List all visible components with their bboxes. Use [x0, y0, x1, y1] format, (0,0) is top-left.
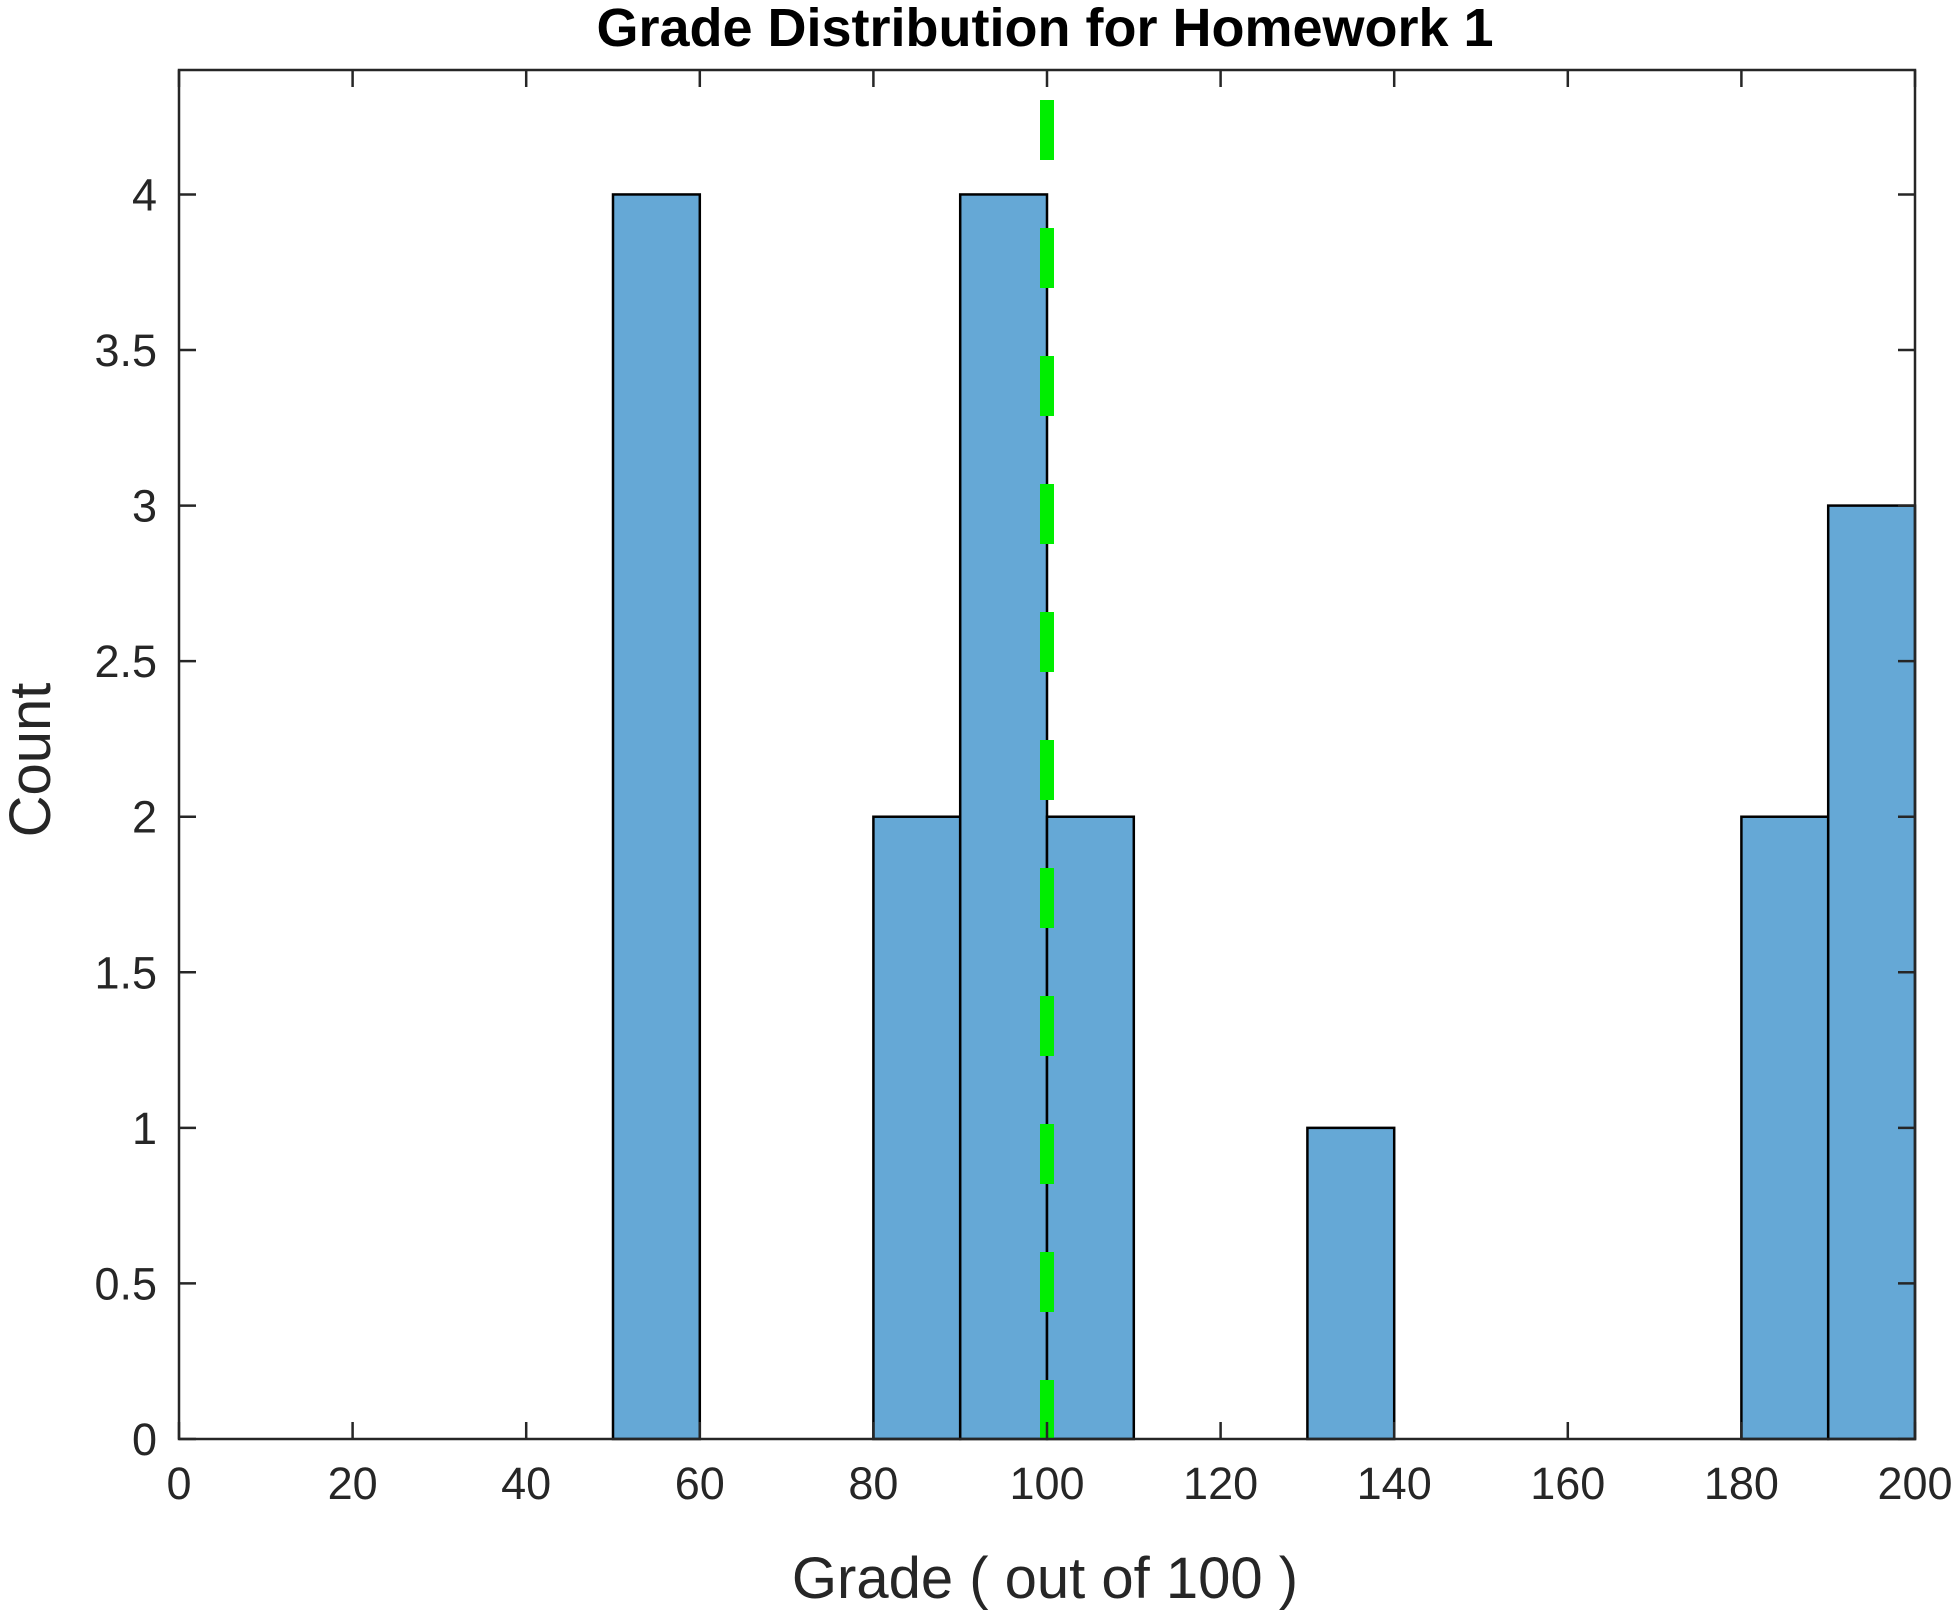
histogram-bar: [1045, 815, 1136, 1441]
bars-layer: [611, 193, 1917, 1441]
x-tick-label: 20: [328, 1458, 378, 1509]
x-axis-label: Grade ( out of 100 ): [792, 1546, 1298, 1611]
chart-title: Grade Distribution for Homework 1: [596, 0, 1493, 58]
y-tick-label: 0.5: [94, 1258, 157, 1309]
x-tick-label: 60: [675, 1458, 725, 1509]
y-tick-label: 3: [132, 481, 157, 532]
x-tick-label: 180: [1704, 1458, 1779, 1509]
histogram-bar: [958, 193, 1049, 1441]
x-tick-label: 40: [501, 1458, 551, 1509]
x-tick-label: 160: [1530, 1458, 1605, 1509]
y-tick-label: 2: [132, 792, 157, 843]
histogram-bar: [1740, 815, 1830, 1441]
x-tick-label: 120: [1183, 1458, 1258, 1509]
x-tick-label: 140: [1357, 1458, 1432, 1509]
ticks-layer: 0 20 40 60 80 100 120 140 160 180 200 0 0.5 1 1.5 2 2.5 3…: [94, 70, 1953, 1509]
x-tick-label: 0: [166, 1458, 191, 1509]
y-tick-label: 0: [132, 1414, 157, 1465]
x-tick-label: 100: [1009, 1458, 1084, 1509]
histogram-bar: [872, 815, 962, 1441]
histogram-bar: [1306, 1126, 1396, 1441]
y-tick-label: 3.5: [94, 325, 157, 376]
y-axis-label: Count: [0, 683, 63, 838]
y-tick-label: 1.5: [94, 947, 157, 998]
x-tick-label: 80: [848, 1458, 898, 1509]
histogram-bar: [611, 193, 702, 1441]
y-tick-label: 1: [132, 1103, 157, 1154]
x-tick-label: 200: [1877, 1458, 1952, 1509]
y-tick-label: 2.5: [94, 636, 157, 687]
y-tick-label: 4: [132, 169, 157, 220]
